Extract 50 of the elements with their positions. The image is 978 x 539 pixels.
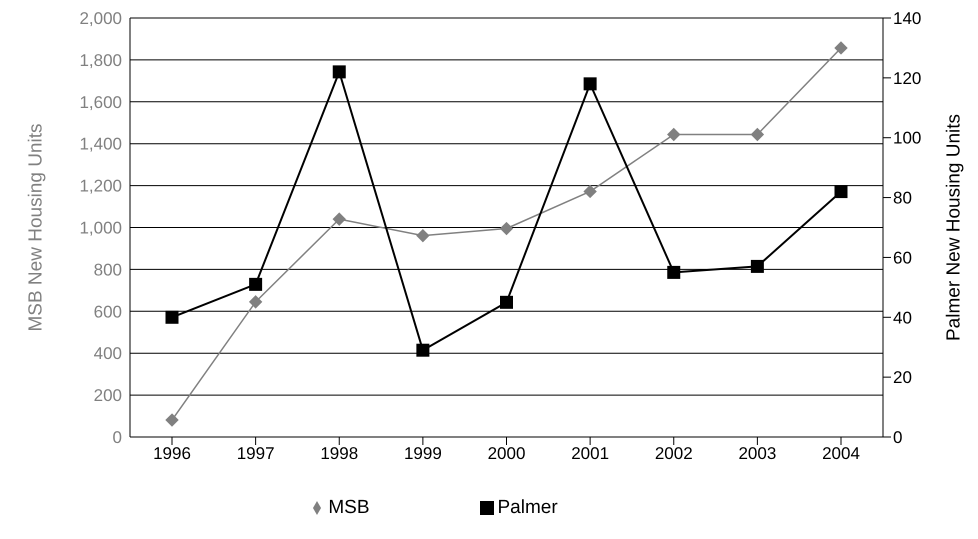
point [332, 65, 346, 78]
point [166, 310, 178, 324]
y-tick-label: 0 [112, 428, 122, 448]
legend-label: MSB [328, 497, 370, 518]
y-tick-label: 1,400 [79, 134, 122, 154]
y-tick-label: 200 [94, 386, 122, 406]
y2-tick-label: 140 [893, 9, 922, 28]
y-tick-label: 600 [94, 302, 122, 322]
point [332, 212, 346, 226]
point [584, 77, 597, 90]
point [500, 296, 513, 309]
x-tick-label: 2000 [488, 444, 526, 464]
point [750, 128, 764, 141]
y2-tick-label: 20 [893, 368, 912, 388]
x-tick-label: 2001 [571, 444, 610, 464]
y2-tick-label: 120 [893, 68, 922, 88]
x-tick-label: 2004 [822, 444, 860, 464]
point [249, 295, 262, 308]
point [500, 222, 513, 236]
y-tick-label: 1,000 [79, 218, 122, 238]
y-tick-label: 1,600 [79, 92, 122, 112]
y-axis-title: MSB New Housing Units [26, 123, 47, 332]
y-tick-label: 800 [94, 260, 122, 280]
x-tick-label: 1999 [404, 444, 442, 464]
point [416, 229, 430, 242]
point [834, 185, 848, 198]
point [584, 184, 597, 198]
y-tick-label: 1,200 [79, 176, 122, 196]
y-tick-label: 400 [94, 344, 122, 364]
y2-axis-title: Palmer New Housing Units [944, 114, 965, 342]
y-tick-label: 1,800 [79, 50, 122, 70]
point [667, 128, 680, 141]
point [834, 41, 848, 54]
point [667, 266, 680, 279]
y2-tick-label: 80 [893, 188, 912, 208]
x-tick-label: 1996 [153, 444, 191, 464]
y-tick-label: 2,000 [79, 9, 122, 28]
legend-label: Palmer [498, 497, 558, 518]
point [166, 414, 178, 427]
point [750, 260, 764, 273]
y2-tick-label: 100 [893, 128, 922, 148]
x-tick-label: 1998 [320, 444, 358, 464]
point [416, 344, 430, 357]
y2-tick-label: 60 [893, 248, 912, 268]
y2-tick-label: 0 [893, 428, 902, 448]
y2-tick-label: 40 [893, 308, 912, 328]
x-tick-label: 2002 [654, 444, 693, 464]
point [249, 278, 262, 291]
x-tick-label: 1997 [236, 444, 275, 464]
x-tick-label: 2003 [738, 444, 776, 464]
